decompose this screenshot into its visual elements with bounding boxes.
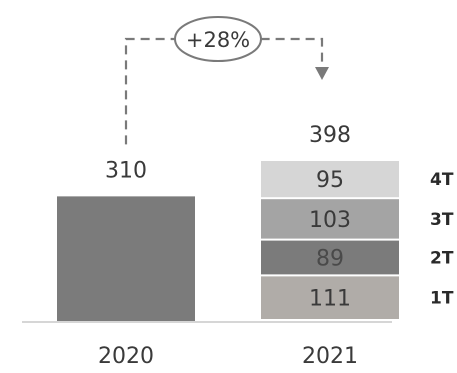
growth-badge (174, 16, 262, 62)
growth-label: +28% (186, 28, 250, 52)
bar-2020 (57, 196, 195, 321)
growth-arrow-head-icon (315, 67, 329, 80)
bar-2021-segment-2t (261, 240, 399, 275)
quarter-label-3t: 3T (430, 210, 454, 230)
quarter-label-2t: 2T (430, 248, 454, 268)
segment-value-label-4t: 95 (316, 168, 344, 193)
bar-2021-segment-3t (261, 199, 399, 239)
total-label-2020: 310 (105, 158, 147, 183)
segment-value-label-3t: 103 (309, 208, 351, 233)
segment-value-label-2t: 89 (316, 246, 344, 271)
quarter-label-1t: 1T (430, 289, 454, 309)
total-label-2021: 398 (309, 123, 351, 148)
bar-2021-segment-1t (261, 276, 399, 319)
labels-group: 111 1T 89 2T 103 3T 95 4T 310 398 2020 2021 (98, 123, 454, 369)
category-label-2020: 2020 (98, 344, 154, 369)
growth-connector: +28% (124, 16, 329, 145)
bar-2021-segment-4t (261, 161, 399, 198)
category-label-2021: 2021 (302, 344, 358, 369)
quarter-label-4t: 4T (430, 170, 454, 190)
bars-group (57, 161, 399, 321)
segment-value-label-1t: 111 (309, 287, 351, 312)
